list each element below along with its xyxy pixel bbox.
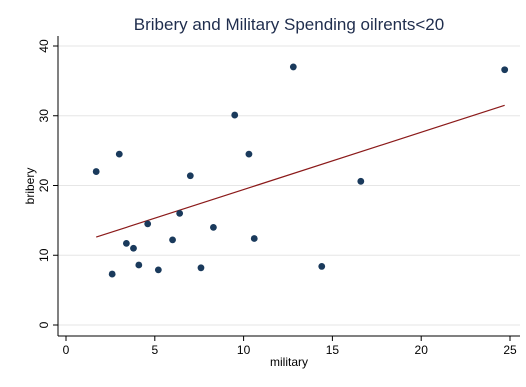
- fit-line: [96, 104, 505, 238]
- data-point-15: [250, 235, 258, 242]
- data-point-18: [357, 177, 365, 185]
- fit-line-layer: [96, 104, 505, 238]
- y-tick-label-3: 30: [37, 109, 51, 123]
- data-point-5: [135, 261, 143, 269]
- y-tick-label-2: 20: [37, 179, 51, 193]
- data-point-13: [231, 111, 239, 119]
- data-point-1: [108, 270, 116, 278]
- y-tick-label-4: 40: [37, 39, 51, 53]
- x-tick-label-2: 10: [237, 343, 251, 357]
- data-point-6: [144, 220, 152, 228]
- grid-lines: [58, 45, 520, 326]
- x-tick-label-5: 25: [503, 343, 517, 357]
- data-point-16: [289, 63, 297, 71]
- data-point-17: [318, 263, 326, 270]
- data-point-7: [154, 266, 162, 274]
- y-tick-label-1: 10: [37, 248, 51, 262]
- data-point-2: [115, 150, 123, 158]
- data-point-3: [122, 239, 130, 247]
- y-tick-label-0: 0: [37, 321, 51, 328]
- data-point-12: [210, 223, 217, 231]
- data-points: [92, 63, 509, 278]
- x-tick-label-3: 15: [326, 343, 340, 357]
- x-axis-label: military: [270, 355, 308, 369]
- data-point-4: [130, 244, 137, 252]
- data-point-0: [92, 168, 100, 175]
- x-tick-label-1: 5: [151, 343, 158, 357]
- data-point-8: [169, 236, 176, 244]
- x-tick-label-4: 20: [415, 343, 429, 357]
- data-point-10: [186, 172, 194, 180]
- data-point-14: [245, 150, 253, 158]
- chart-title: Bribery and Military Spending oilrents<2…: [134, 15, 444, 34]
- tick-labels: 0 5 10 15 20 25 0 10 20 30 40: [37, 39, 517, 357]
- y-axis-label: bribery: [23, 168, 37, 205]
- data-point-19: [501, 66, 509, 74]
- data-point-11: [197, 264, 205, 272]
- data-point-9: [176, 210, 184, 217]
- x-tick-label-0: 0: [63, 343, 70, 357]
